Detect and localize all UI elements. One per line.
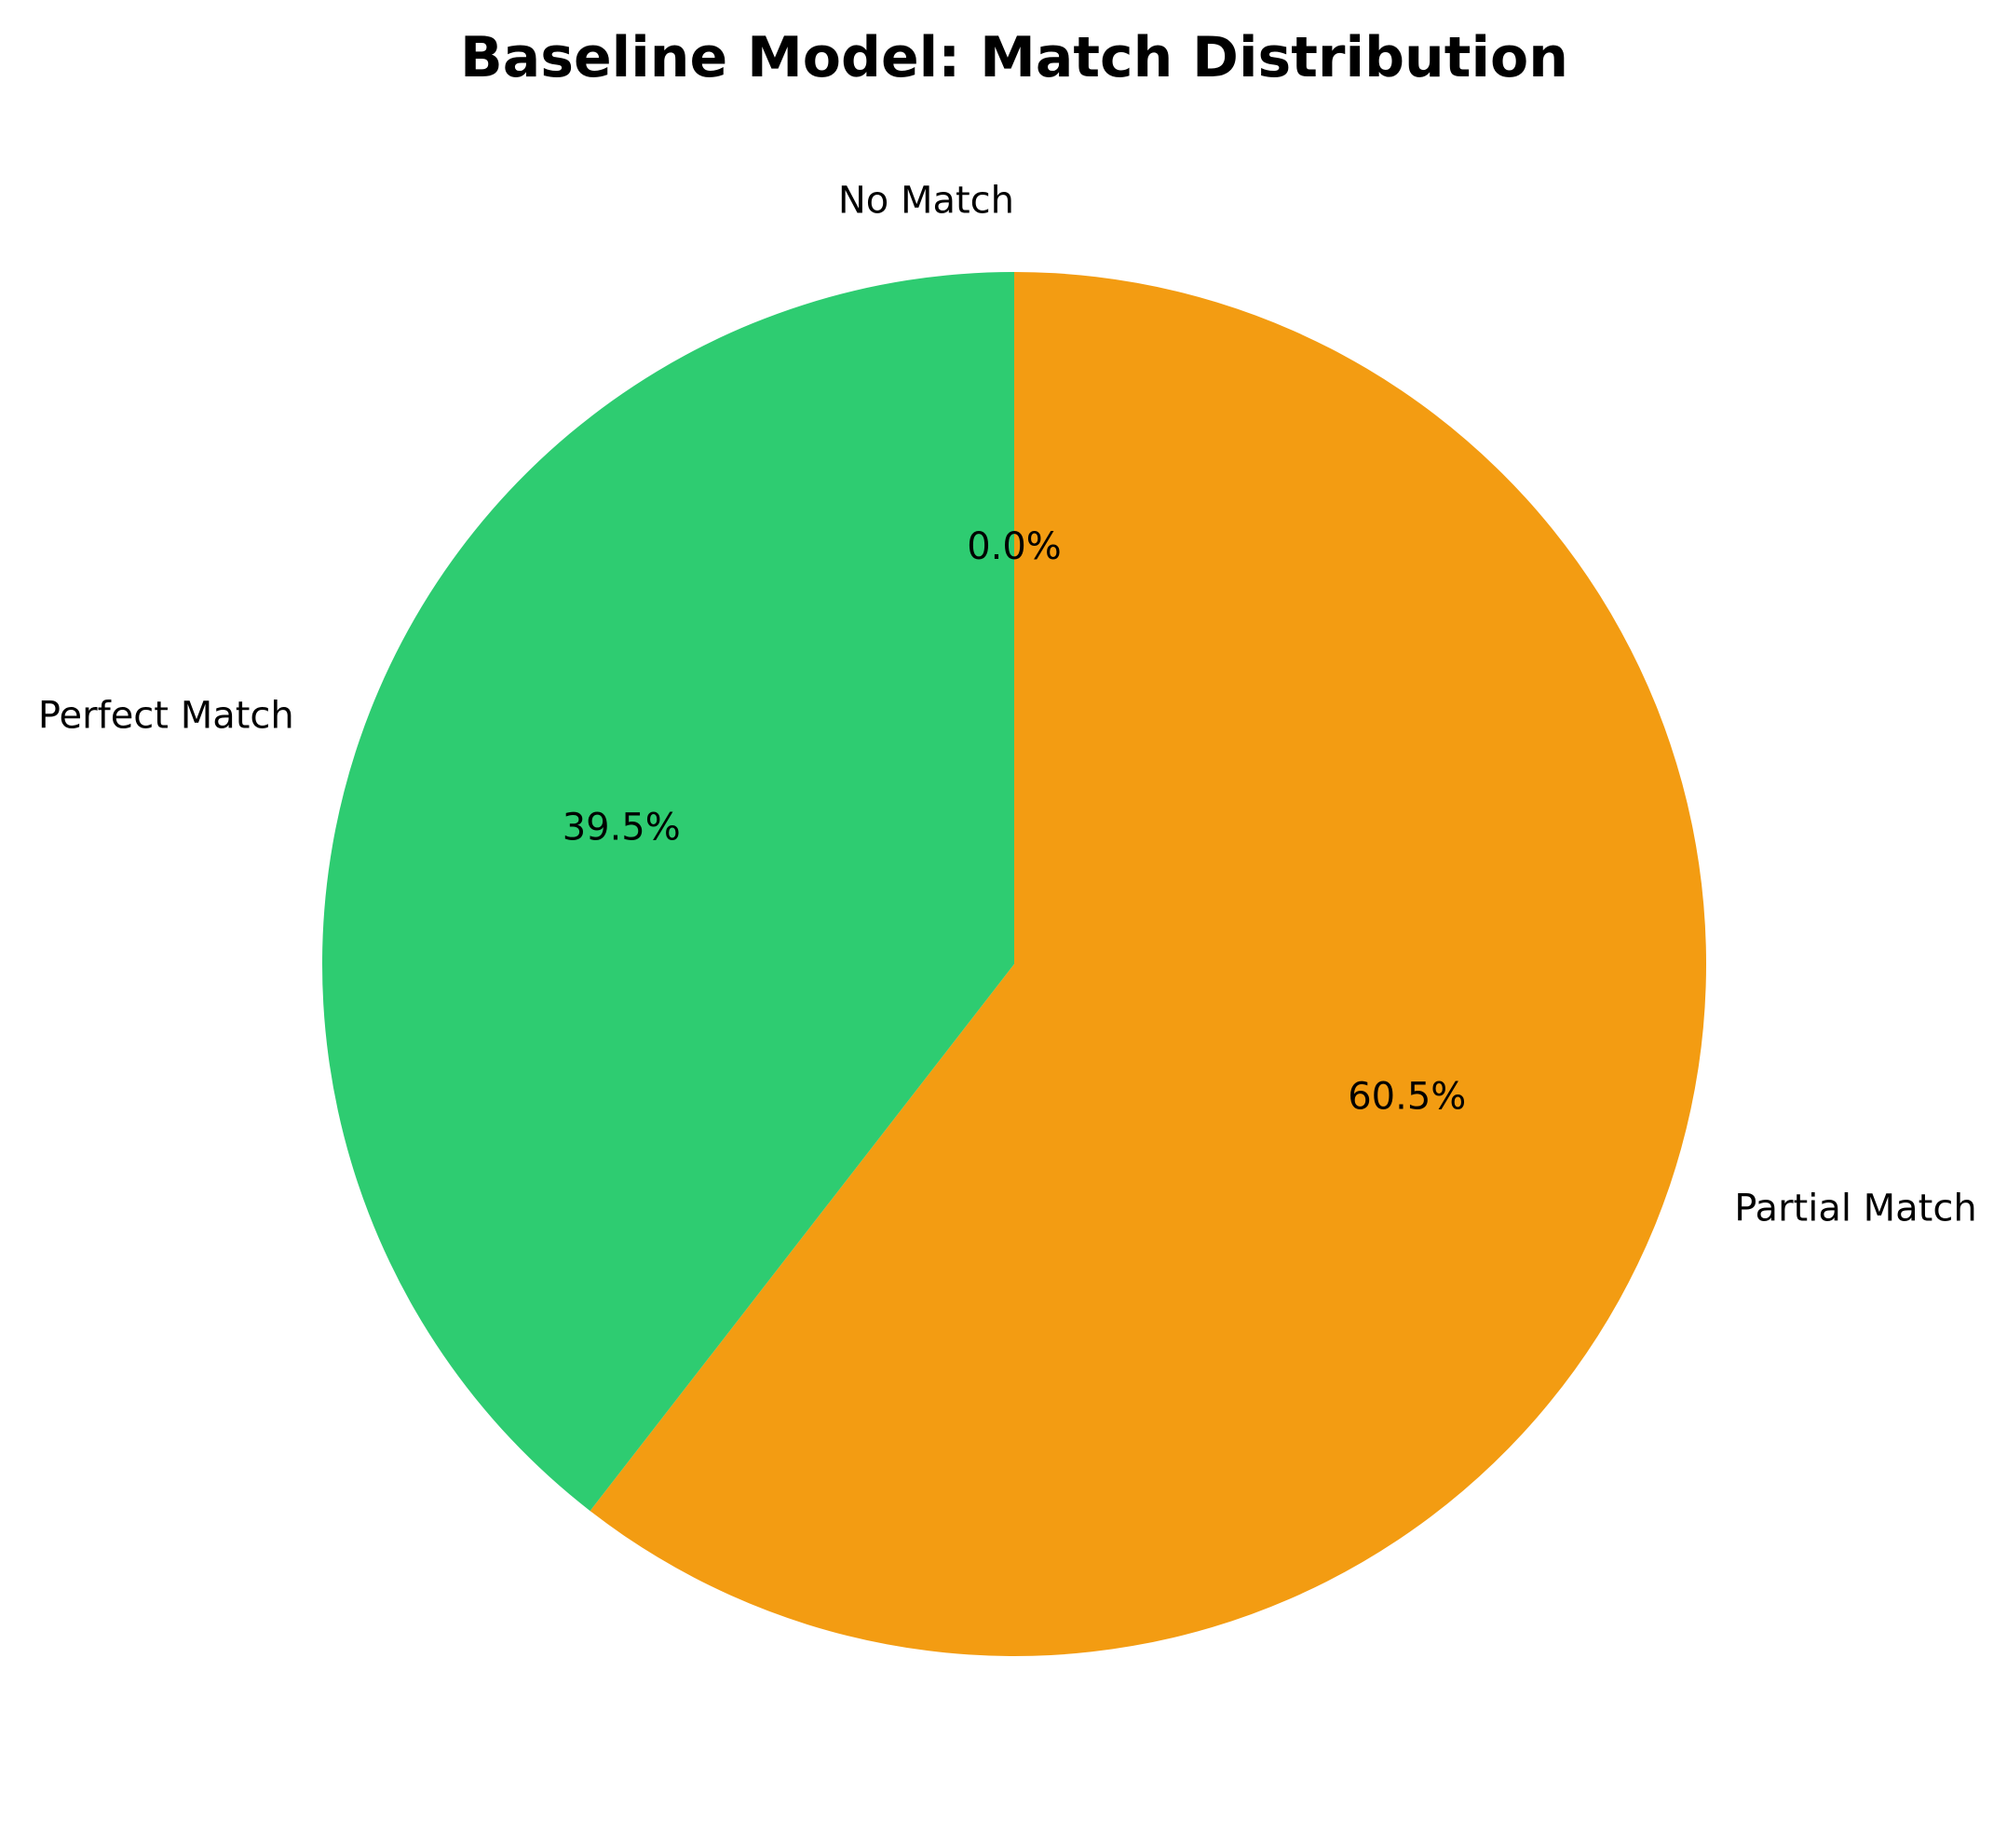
slice-label-partial-match: Partial Match xyxy=(1734,1188,1976,1230)
slice-label-perfect-match: Perfect Match xyxy=(38,694,294,737)
pct-label-perfect-match: 39.5% xyxy=(563,807,681,849)
pie-labels: No Match 0.0% Partial Match 60.5% Perfect Ma… xyxy=(38,180,1977,1230)
pie-slices xyxy=(322,272,1707,1656)
pct-label-partial-match: 60.5% xyxy=(1348,1075,1466,1118)
pie-slice-perfect-match xyxy=(322,272,1014,1512)
pie-slice-partial-match xyxy=(590,272,1707,1656)
chart-title: Baseline Model: Match Distribution xyxy=(460,25,1568,90)
slice-label-no-match: No Match xyxy=(838,180,1014,223)
pct-label-no-match: 0.0% xyxy=(967,525,1062,568)
